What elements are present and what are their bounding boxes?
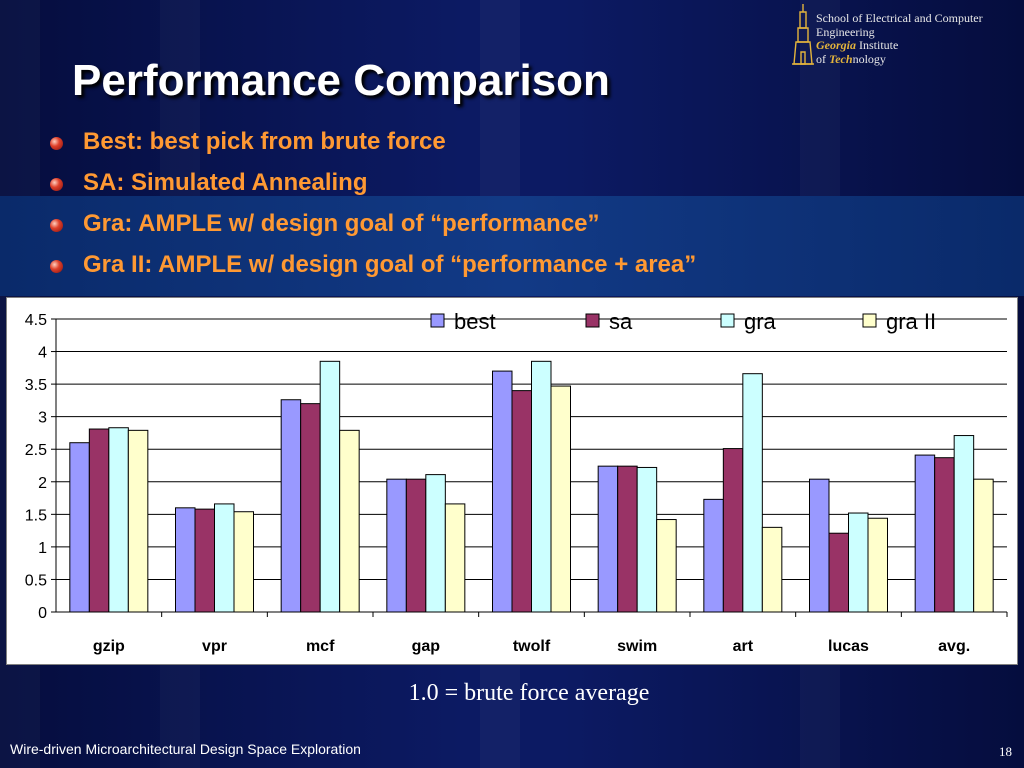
bullet-item: Best: best pick from brute force xyxy=(50,124,696,165)
bullet-item: SA: Simulated Annealing xyxy=(50,165,696,206)
logo-line-technology: of Technology xyxy=(816,51,983,67)
bar-gra-ii xyxy=(233,511,254,613)
tower-icon xyxy=(792,4,814,65)
logo-line-institute: Georgia Institute xyxy=(816,38,983,53)
legend-label: gra xyxy=(744,309,777,334)
bar-sa xyxy=(828,532,849,613)
legend-swatch xyxy=(862,313,877,328)
bar-gra xyxy=(108,427,129,613)
bar-best xyxy=(809,478,830,613)
bullet-text: Best: best pick from brute force xyxy=(83,128,446,155)
x-tick-label: gap xyxy=(412,638,441,655)
bar-gra-ii xyxy=(550,385,571,613)
bar-best xyxy=(280,399,302,613)
legend-label: gra II xyxy=(886,309,936,334)
bar-gra xyxy=(636,466,658,613)
y-tick-label: 0.5 xyxy=(25,572,47,589)
bar-gra xyxy=(214,503,235,613)
legend-label: sa xyxy=(609,309,633,334)
bar-gra-ii xyxy=(127,429,149,613)
page-number: 18 xyxy=(999,744,1012,759)
bar-gra xyxy=(531,360,552,613)
bar-gra-ii xyxy=(973,478,994,613)
bar-best xyxy=(703,498,724,613)
x-tick-label: avg. xyxy=(938,638,970,655)
bar-gra xyxy=(319,360,341,613)
bar-sa xyxy=(300,403,321,613)
bullet-icon xyxy=(50,137,63,150)
bar-sa xyxy=(405,478,427,613)
bar-gra-ii xyxy=(444,503,466,613)
bar-sa xyxy=(511,390,532,613)
y-tick-label: 2.5 xyxy=(25,442,47,459)
y-tick-label: 3 xyxy=(38,410,47,427)
bullet-icon xyxy=(50,178,63,191)
bar-sa xyxy=(934,457,955,613)
chart-note: 1.0 = brute force average xyxy=(408,680,650,706)
bullet-icon xyxy=(50,260,63,273)
bullet-icon xyxy=(50,219,63,232)
logo-tech: Tech xyxy=(829,51,853,66)
logo-line-school: School of Electrical and Computer xyxy=(816,11,983,25)
legend-label: best xyxy=(454,309,496,334)
footer-text: Wire-driven Microarchitectural Design Sp… xyxy=(10,741,361,757)
bar-best xyxy=(492,370,513,613)
x-tick-label: art xyxy=(733,638,754,655)
legend-swatch xyxy=(430,313,445,328)
x-tick-label: gzip xyxy=(93,638,125,655)
bar-sa xyxy=(88,428,110,613)
logo-line-engineering: Engineering xyxy=(816,24,875,39)
logo-georgia: Georgia xyxy=(816,38,856,52)
x-tick-label: lucas xyxy=(828,638,869,655)
logo-text: School of Electrical and Computer Engine… xyxy=(816,11,983,67)
x-tick-label: mcf xyxy=(306,638,335,655)
bar-gra-ii xyxy=(339,429,360,613)
legend-swatch xyxy=(720,313,735,328)
bar-gra xyxy=(953,435,975,613)
logo-of: of xyxy=(816,51,829,66)
bar-gra xyxy=(425,474,446,613)
bar-gra xyxy=(848,512,869,613)
bar-chart: 0 0.5 1 1.5 2 2.5 3 3.5 4 4.5 gzip vpr mcf gap twolf sw… xyxy=(6,297,1018,665)
bar-gra-ii xyxy=(761,526,783,613)
bar-best xyxy=(914,454,936,613)
logo-nology: nology xyxy=(852,51,886,66)
bar-best xyxy=(69,442,90,613)
y-tick-label: 0 xyxy=(38,605,47,622)
bar-gra xyxy=(742,373,763,613)
bar-best xyxy=(175,507,196,613)
x-tick-label: swim xyxy=(617,638,657,655)
x-tick-label: twolf xyxy=(513,638,551,655)
y-tick-label: 1 xyxy=(38,540,47,557)
bar-gra-ii xyxy=(867,517,888,613)
institution-logo: School of Electrical and Computer Engine… xyxy=(790,2,1024,68)
y-tick-label: 4 xyxy=(38,345,47,362)
bar-best xyxy=(597,465,619,613)
x-tick-label: vpr xyxy=(202,638,227,655)
bullet-item: Gra II: AMPLE w/ design goal of “perform… xyxy=(50,247,696,288)
y-tick-label: 2 xyxy=(38,475,47,492)
bar-sa xyxy=(194,508,215,613)
y-tick-label: 1.5 xyxy=(25,507,47,524)
bullet-text: Gra II: AMPLE w/ design goal of “perform… xyxy=(83,251,697,278)
bullet-text: SA: Simulated Annealing xyxy=(83,169,368,196)
bar-gra-ii xyxy=(656,519,677,613)
legend-swatch xyxy=(585,313,600,328)
chart-canvas: 0 0.5 1 1.5 2 2.5 3 3.5 4 4.5 gzip vpr mcf gap twolf sw… xyxy=(25,309,1008,655)
bar-sa xyxy=(722,448,744,613)
background-band xyxy=(0,196,1024,296)
bullet-list: Best: best pick from brute force SA: Sim… xyxy=(50,124,696,288)
slide-title: Performance Comparison xyxy=(72,56,610,105)
bullet-item: Gra: AMPLE w/ design goal of “performanc… xyxy=(50,206,696,247)
bar-sa xyxy=(617,465,638,613)
bar-best xyxy=(386,478,407,613)
y-tick-label: 3.5 xyxy=(25,377,47,394)
bullet-text: Gra: AMPLE w/ design goal of “performanc… xyxy=(83,210,600,237)
y-tick-label: 4.5 xyxy=(25,312,47,329)
logo-institute: Institute xyxy=(856,38,899,52)
